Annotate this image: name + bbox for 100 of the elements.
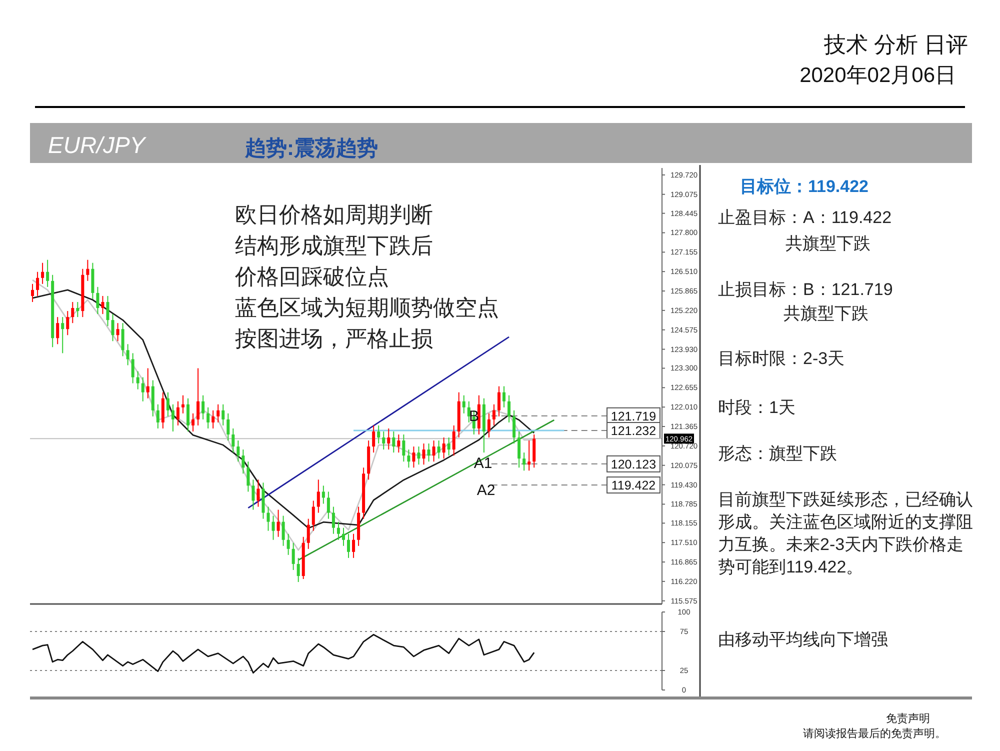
text: 由移动平均线向下增强 — [718, 630, 888, 649]
candlestick — [382, 430, 386, 450]
candlestick — [41, 262, 44, 284]
candlestick — [36, 271, 40, 296]
candlestick — [427, 443, 430, 462]
text: 2020年02月06日 — [800, 64, 956, 87]
candlestick — [126, 344, 130, 366]
candlestick — [306, 518, 310, 550]
candlestick — [171, 404, 174, 432]
candlestick — [186, 398, 190, 432]
candlestick — [508, 394, 511, 423]
candlestick — [196, 368, 200, 426]
candlestick — [312, 500, 315, 532]
annotation: 按图进场，严格止损 — [235, 326, 433, 351]
candlestick — [192, 412, 195, 432]
candlestick — [166, 392, 170, 417]
text: 技术 分析 日评 — [822, 32, 968, 57]
candlestick — [71, 301, 74, 324]
text: 形态：旗型下跌 — [718, 444, 837, 463]
candlestick — [106, 295, 110, 327]
candlestick — [292, 542, 295, 570]
candlestick — [246, 461, 250, 492]
candlestick — [61, 316, 64, 354]
candlestick — [422, 443, 426, 466]
candlestick — [66, 310, 70, 336]
candlestick — [332, 506, 335, 534]
ref-line-label: 119.422 — [611, 478, 656, 493]
candlestick — [326, 491, 330, 520]
candlestick — [532, 434, 536, 468]
candlestick — [322, 485, 325, 504]
candlestick — [222, 404, 225, 426]
line-series — [32, 634, 535, 674]
candlestick — [518, 430, 521, 468]
candlestick — [452, 424, 456, 456]
candlestick — [252, 479, 255, 510]
candlestick — [528, 440, 531, 472]
candlestick — [276, 509, 280, 538]
candlestick — [447, 436, 450, 456]
candlestick — [216, 404, 220, 423]
text: 时段：1天 — [718, 398, 796, 417]
chart-title: EUR/JPY — [48, 132, 147, 158]
ref-line-label: 120.123 — [610, 457, 656, 472]
annotation: A1 — [474, 455, 492, 472]
candlestick — [417, 446, 420, 466]
candlestick — [131, 352, 134, 384]
candlestick — [397, 434, 400, 454]
candlestick — [96, 286, 100, 315]
candlestick — [256, 479, 260, 508]
candlestick — [336, 521, 340, 540]
candlestick — [502, 386, 506, 408]
chart-subtitle: 趋势:震荡趋势 — [244, 137, 378, 160]
candlestick — [272, 515, 275, 540]
candlestick — [412, 446, 416, 468]
text: 止损目标：B：121.719 — [718, 280, 893, 299]
candlestick — [492, 404, 496, 426]
candlestick — [377, 424, 380, 444]
candlestick — [442, 436, 446, 460]
candlestick — [296, 557, 300, 583]
text: 目标位：119.422 — [740, 177, 869, 196]
annotation: A2 — [476, 482, 496, 499]
candlestick — [111, 314, 114, 342]
candlestick — [121, 322, 124, 357]
candlestick — [202, 394, 205, 420]
candlestick — [76, 301, 80, 318]
ref-line-label: 121.232 — [610, 424, 656, 438]
candlestick — [176, 400, 180, 426]
text: 目前旗型下跌延续形态，已经确认形成。关注蓝色区域附近的支撑阻力互换。未来2-3天内下跌价格走势可能到119.422。 — [718, 490, 973, 576]
text: 免责声明 — [886, 712, 930, 725]
candlestick — [316, 479, 320, 514]
candlestick — [206, 406, 210, 429]
candlestick — [487, 412, 490, 438]
candlestick — [212, 410, 215, 429]
candlestick — [352, 533, 356, 558]
candlestick — [156, 404, 160, 429]
candlestick — [141, 376, 144, 402]
annotation: 蓝色区域为短期顺势做空点 — [235, 295, 499, 320]
candlestick — [242, 449, 245, 474]
candlestick — [146, 368, 150, 399]
candlestick — [226, 412, 230, 441]
candlestick — [402, 434, 406, 462]
annotation: 欧日价格如周期判断 — [235, 202, 433, 227]
text: 止盈目标：A：119.422 — [718, 208, 892, 227]
candlestick — [181, 394, 184, 414]
candlestick — [86, 259, 90, 282]
text: 请阅读报告最后的免责声明。 — [803, 727, 946, 740]
text: 共旗型下跌 — [786, 234, 870, 253]
candlestick — [101, 295, 104, 315]
annotation: 价格回踩破位点 — [234, 264, 389, 289]
candlestick — [392, 430, 396, 454]
candlestick — [136, 370, 140, 390]
candlestick — [232, 428, 235, 454]
candlestick — [266, 506, 270, 532]
ref-line-label: 121.719 — [610, 409, 656, 424]
candlestick — [56, 316, 60, 345]
candlestick — [497, 386, 500, 417]
text: 目标时限：2-3天 — [718, 349, 845, 368]
annotation: 结构形成旗型下跌后 — [235, 233, 433, 258]
candlestick — [342, 527, 345, 546]
candlestick — [372, 424, 376, 454]
candlestick — [286, 533, 290, 556]
